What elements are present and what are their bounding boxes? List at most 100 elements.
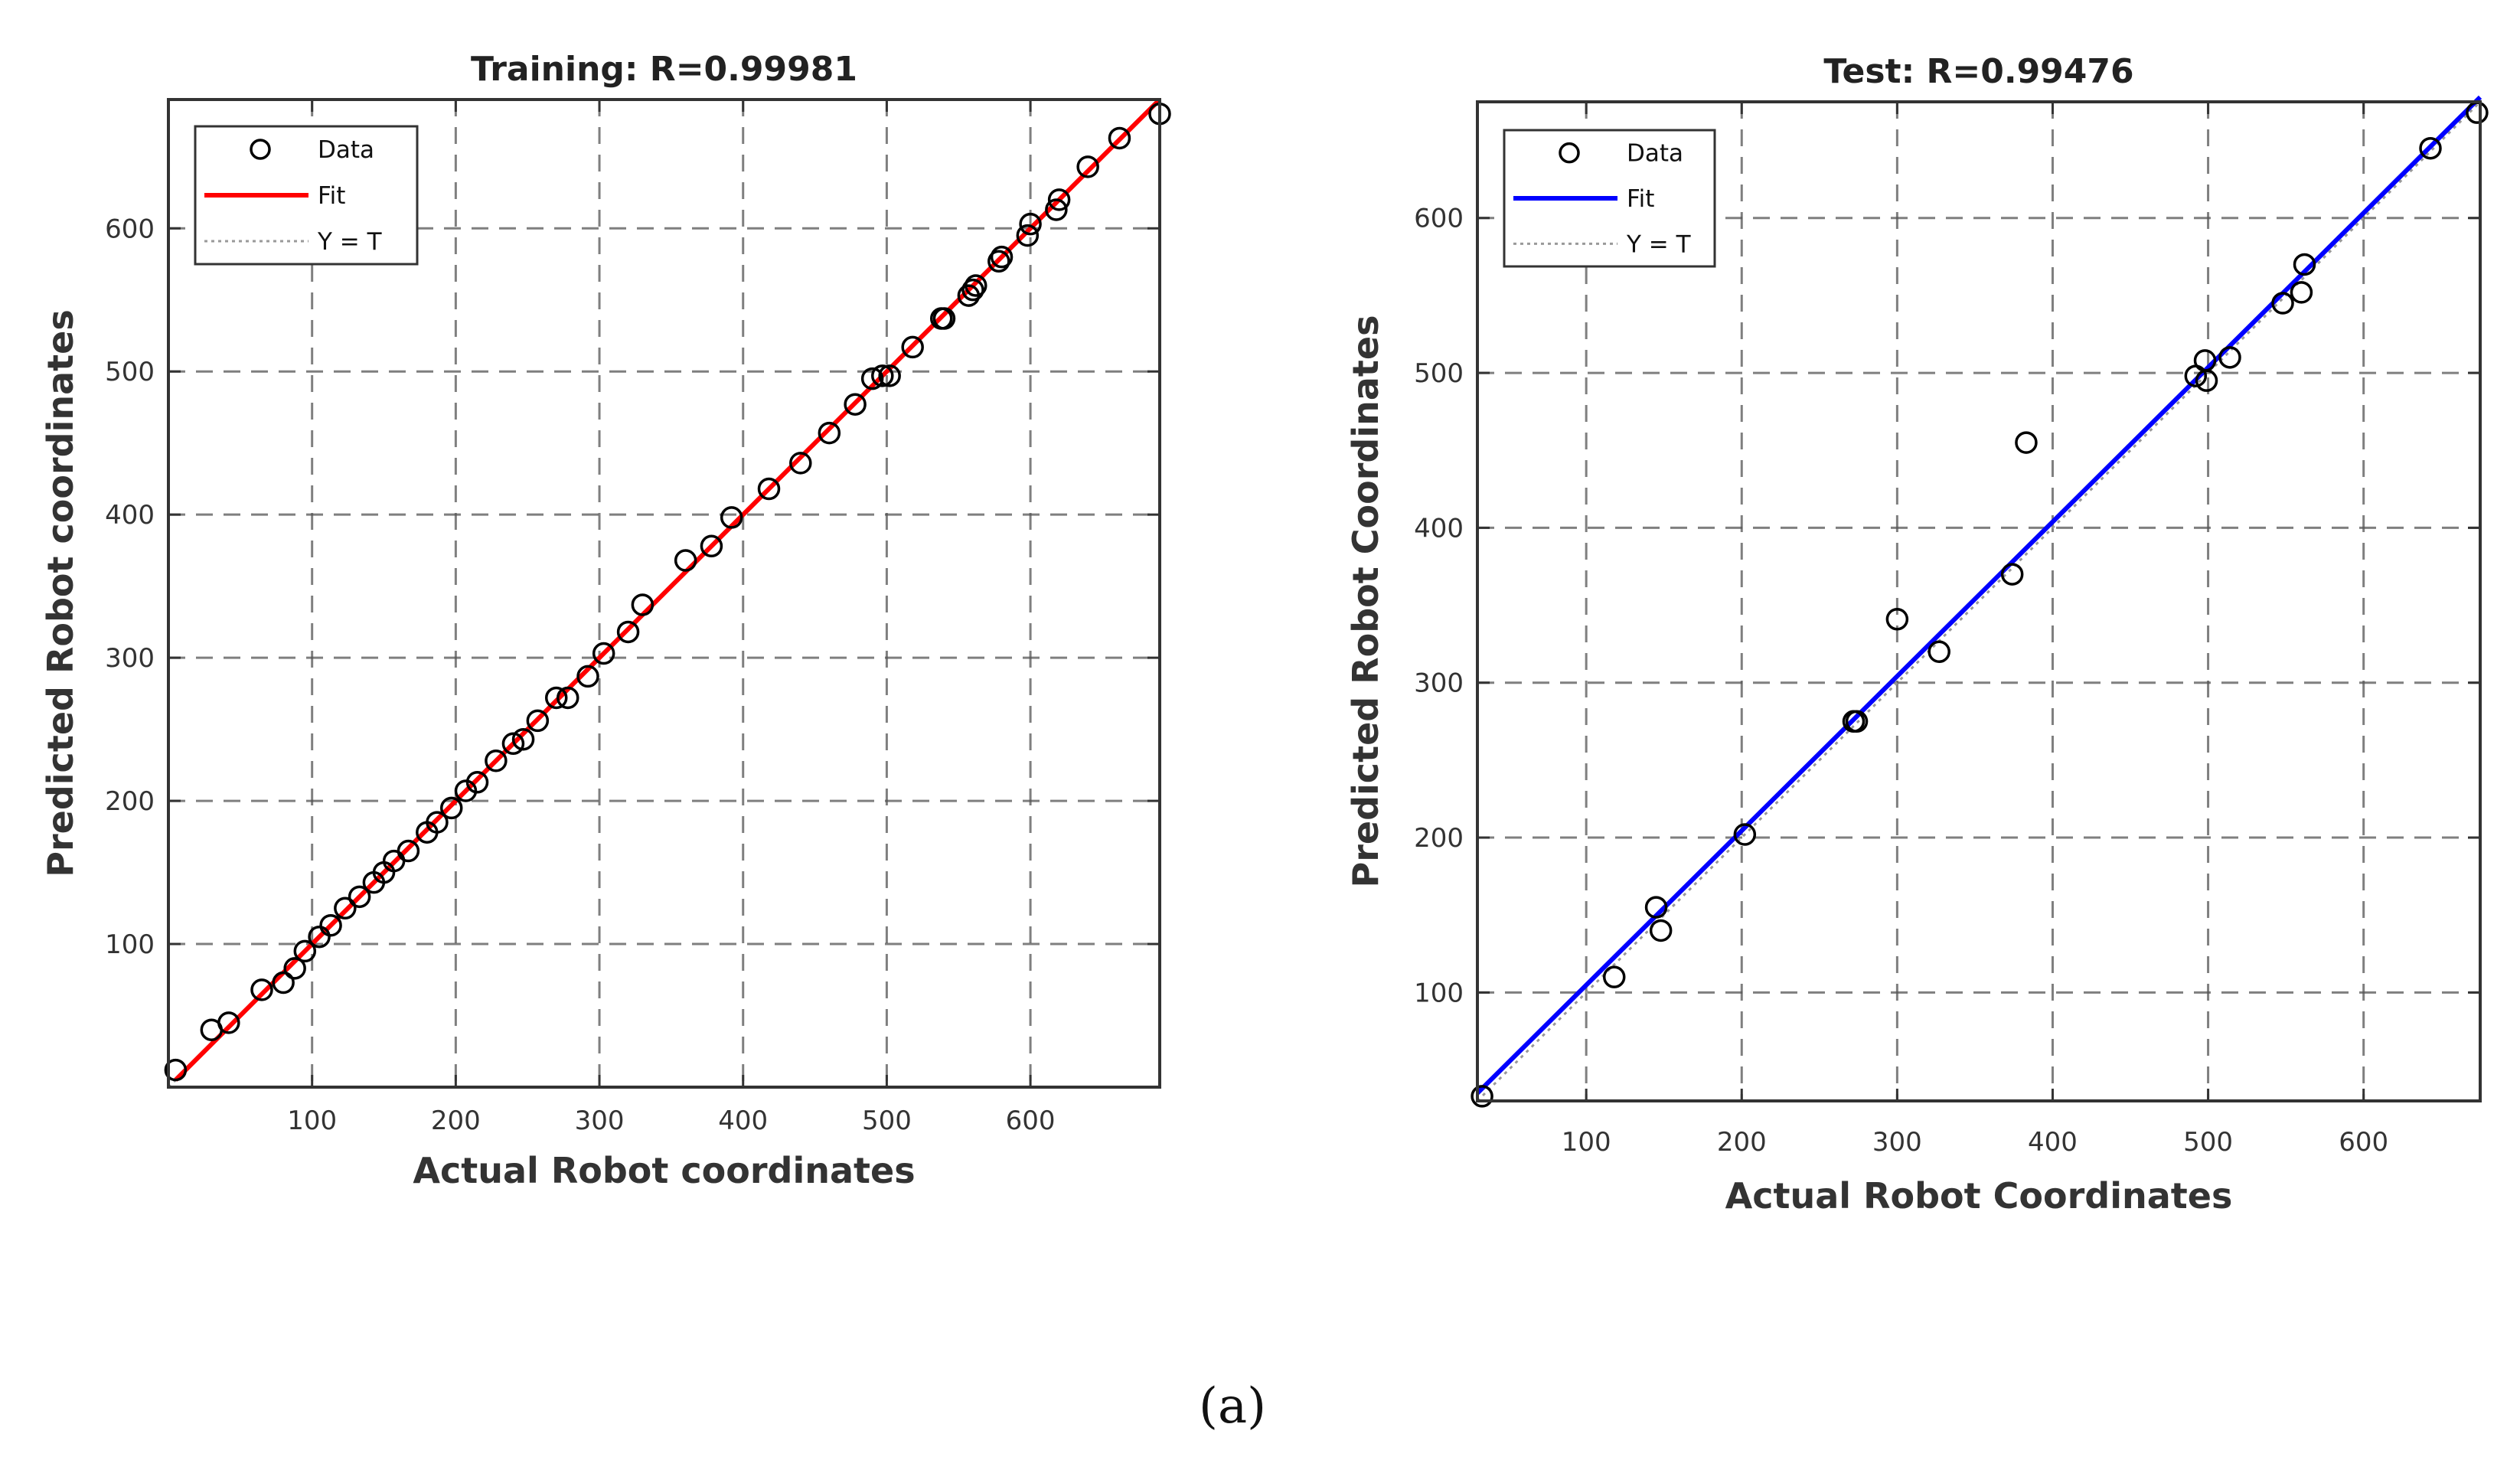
- data-point: [465, 771, 489, 794]
- x-tick-label: 100: [1562, 1127, 1611, 1158]
- y-tick-label: 100: [105, 929, 155, 960]
- data-point: [987, 250, 1010, 273]
- data-point: [334, 897, 357, 920]
- data-point: [990, 245, 1014, 269]
- data-point: [1845, 710, 1869, 733]
- y-tick-label: 300: [105, 643, 155, 674]
- data-point: [293, 939, 317, 963]
- data-point: [2195, 369, 2218, 392]
- chart-1: 100 200 300 400 500 600 100 200 300 400 500 600 Trai…: [40, 50, 1171, 1191]
- y-tick-label: 400: [105, 500, 155, 531]
- legend-data-marker: [1559, 142, 1580, 164]
- data-point: [860, 367, 884, 390]
- y-tick-label: 300: [1414, 668, 1464, 699]
- data-point: [1047, 188, 1071, 211]
- x-tick-label: 400: [2028, 1127, 2078, 1158]
- data-point: [1649, 919, 1673, 942]
- y-tick-label: 400: [1414, 513, 1464, 544]
- data-point: [757, 477, 781, 501]
- legend-label-fit: Fit: [1627, 185, 1654, 213]
- data-point: [557, 686, 579, 710]
- data-point: [526, 709, 550, 733]
- data-point: [544, 686, 568, 710]
- y-tick-label: 200: [105, 786, 155, 817]
- data-point: [439, 796, 463, 820]
- data-point: [2290, 281, 2313, 304]
- y-tick-label: 500: [105, 357, 155, 387]
- legend: Data Fit Y = T: [1503, 129, 1716, 268]
- legend-label-fit: Fit: [318, 182, 345, 210]
- data-point: [878, 364, 901, 387]
- data-point: [2015, 431, 2038, 454]
- chart-title: Test: R=0.99476: [1823, 52, 2133, 91]
- data-point: [844, 393, 867, 416]
- data-point: [576, 665, 599, 688]
- x-tick-label: 600: [2339, 1127, 2388, 1158]
- data-point: [1644, 896, 1668, 919]
- data-point: [250, 978, 273, 1001]
- data-point: [700, 534, 723, 558]
- data-point: [217, 1011, 240, 1034]
- legend-label-identity: Y = T: [1626, 230, 1692, 258]
- legend-label-data: Data: [1627, 140, 1683, 168]
- data-point: [932, 307, 956, 330]
- legend-label-identity: Y = T: [317, 228, 383, 256]
- legend-label-data: Data: [318, 136, 374, 164]
- data-point: [272, 971, 295, 995]
- x-tick-label: 300: [575, 1106, 625, 1136]
- x-tick-label: 200: [1717, 1127, 1767, 1158]
- y-tick-label: 500: [1414, 358, 1464, 389]
- data-point: [2000, 563, 2024, 586]
- data-point: [631, 593, 654, 616]
- x-tick-label: 600: [1006, 1106, 1056, 1136]
- chart-title: Training: R=0.99981: [471, 50, 857, 89]
- data-point: [511, 727, 535, 751]
- data-point: [1019, 212, 1042, 236]
- x-tick-label: 300: [1872, 1127, 1922, 1158]
- x-tick-label: 500: [2183, 1127, 2233, 1158]
- data-point: [961, 278, 984, 302]
- data-point: [1045, 198, 1068, 221]
- x-tick-label: 400: [718, 1106, 768, 1136]
- axes-frame: [167, 98, 1161, 1089]
- data-point: [1928, 640, 1950, 664]
- y-axis-label: Predicted Robot Coordinates: [1345, 315, 1386, 888]
- data-point: [901, 335, 924, 359]
- y-tick-label: 600: [1414, 204, 1464, 234]
- data-point: [2419, 136, 2442, 160]
- data-point: [616, 620, 640, 644]
- data-point: [319, 913, 342, 937]
- data-point: [674, 549, 697, 572]
- x-axis-label: Actual Robot coordinates: [413, 1150, 915, 1191]
- data-point: [501, 732, 525, 756]
- data-point: [789, 452, 812, 475]
- y-tick-label: 600: [105, 214, 155, 244]
- data-point: [1076, 155, 1099, 178]
- y-tick-label: 100: [1414, 978, 1464, 1008]
- legend-data-marker: [250, 139, 271, 160]
- data-point: [1602, 965, 1626, 988]
- data-point: [818, 421, 841, 445]
- data-point: [2293, 253, 2316, 276]
- data-point: [871, 364, 894, 387]
- chart-2: 100 200 300 400 500 600 100 200 300 400 500 600 Test…: [1345, 52, 2489, 1217]
- x-tick-label: 100: [287, 1106, 337, 1136]
- data-point: [1471, 1085, 1493, 1108]
- data-point: [1885, 608, 1909, 631]
- data-point: [1016, 224, 1040, 247]
- data-point: [283, 957, 306, 980]
- data-point: [2218, 346, 2241, 369]
- data-point: [485, 749, 508, 772]
- data-point: [1733, 823, 1757, 846]
- data-point: [397, 839, 420, 863]
- axes-frame: [1476, 100, 2482, 1102]
- y-axis-label: Predicted Robot coordinates: [40, 309, 81, 877]
- data-point: [2271, 292, 2294, 315]
- data-point: [348, 885, 371, 909]
- data-point: [164, 1058, 188, 1082]
- data-point: [592, 642, 615, 665]
- x-axis-label: Actual Robot Coordinates: [1725, 1175, 2233, 1217]
- figure-caption: (a): [1199, 1378, 1267, 1435]
- data-point: [308, 925, 331, 949]
